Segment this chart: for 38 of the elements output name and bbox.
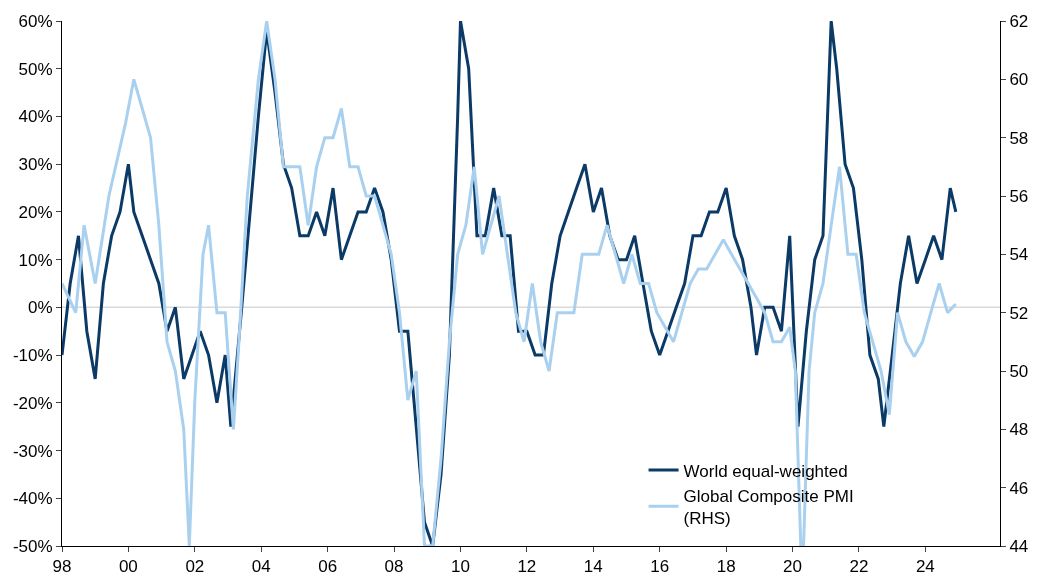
y-tick-label: 30% [18, 155, 53, 175]
x-tick-label: 06 [318, 557, 338, 577]
y-tick-label: -50% [12, 536, 53, 556]
x-tick-label: 22 [849, 557, 869, 577]
x-tick-label: 18 [716, 557, 736, 577]
y-tick-label: 0% [28, 298, 53, 318]
x-tick-label: 14 [583, 557, 603, 577]
y2-tick-label: 54 [1009, 245, 1029, 265]
x-tick-label: 12 [517, 557, 537, 577]
y2-tick-label: 50 [1009, 361, 1029, 381]
y-tick-label: 20% [18, 202, 53, 222]
y2-tick-label: 46 [1009, 478, 1029, 498]
y-tick-label: 60% [18, 11, 53, 31]
y2-tick-label: 56 [1009, 186, 1029, 206]
legend-label: Global Composite PMI (RHS) [683, 486, 854, 528]
y2-tick-label: 58 [1009, 128, 1029, 148]
y-tick-label: 40% [18, 107, 53, 127]
x-tick-label: 04 [251, 557, 271, 577]
x-tick-label: 08 [384, 557, 404, 577]
y2-tick-label: 48 [1009, 420, 1029, 440]
x-tick-label: 24 [915, 557, 935, 577]
y-tick-label: 50% [18, 59, 53, 79]
y-tick-label: -20% [12, 393, 53, 413]
y-tick-label: -40% [12, 489, 53, 509]
y-tick-label: -30% [12, 441, 53, 461]
y2-tick-label: 44 [1009, 536, 1029, 556]
x-tick-label: 98 [52, 557, 72, 577]
x-tick-label: 02 [185, 557, 205, 577]
x-tick-label: 00 [118, 557, 138, 577]
x-tick-label: 20 [783, 557, 802, 577]
x-tick-label: 16 [650, 557, 670, 577]
legend-label: World equal-weighted [683, 461, 848, 481]
y2-tick-label: 52 [1009, 303, 1029, 323]
y-tick-label: 10% [18, 250, 53, 270]
y-tick-label: -10% [12, 346, 53, 366]
y2-tick-label: 62 [1009, 11, 1029, 31]
y2-tick-label: 60 [1009, 70, 1029, 90]
x-tick-label: 10 [451, 557, 470, 577]
